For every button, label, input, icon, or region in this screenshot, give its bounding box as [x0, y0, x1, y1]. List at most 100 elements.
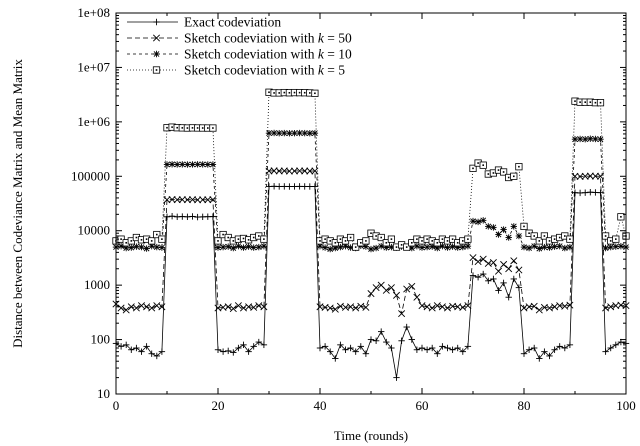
data-point: [306, 167, 314, 175]
data-point: [561, 344, 568, 352]
legend-label: Sketch codeviation with k = 50: [184, 31, 352, 46]
data-point: [617, 213, 625, 221]
data-point: [474, 258, 482, 266]
series-1: [112, 183, 630, 381]
data-point: [331, 239, 339, 247]
data-point: [296, 167, 304, 175]
series-layer: [112, 88, 630, 381]
data-point: [260, 242, 268, 250]
data-point: [275, 167, 283, 175]
data-point: [189, 213, 196, 220]
data-point: [153, 243, 160, 251]
data-point: [173, 196, 181, 204]
data-point: [301, 167, 309, 175]
data-point: [260, 235, 268, 243]
data-point: [551, 243, 558, 250]
data-point: [591, 172, 599, 180]
data-point: [178, 196, 186, 204]
data-point: [158, 235, 166, 243]
data-point: [158, 244, 166, 251]
data-point: [224, 303, 232, 311]
data-point: [485, 277, 492, 285]
data-point: [148, 304, 156, 312]
data-point: [582, 136, 589, 143]
data-point: [433, 239, 441, 247]
data-point: [209, 196, 217, 204]
data-point: [230, 349, 237, 356]
y-axis-label: Distance between Codeviance Matrix and M…: [10, 59, 25, 348]
data-point: [530, 232, 538, 240]
data-point: [209, 124, 217, 132]
data-point: [372, 244, 380, 252]
y-tick-label: 1e+08: [77, 5, 110, 20]
data-point: [260, 341, 268, 349]
data-point: [143, 343, 150, 350]
legend-entry: Sketch codeviation with k = 5: [127, 63, 345, 78]
data-point: [214, 237, 222, 245]
data-point: [311, 89, 319, 97]
data-point: [525, 244, 533, 252]
data-point: [464, 242, 472, 250]
data-point: [179, 161, 186, 168]
data-point: [418, 244, 426, 251]
data-point: [474, 273, 482, 281]
data-point: [342, 346, 349, 353]
x-tick-label: 20: [212, 398, 225, 413]
data-point: [520, 243, 528, 251]
data-point: [194, 196, 202, 204]
data-point: [133, 344, 140, 352]
data-point: [448, 235, 457, 243]
y-tick-label: 10000: [78, 223, 111, 238]
data-point: [454, 344, 461, 352]
data-point: [403, 323, 410, 331]
data-point: [520, 350, 528, 357]
data-point: [143, 245, 150, 252]
data-point: [214, 244, 222, 251]
data-point: [382, 286, 390, 294]
data-point: [163, 213, 171, 221]
data-point: [148, 237, 156, 245]
data-point: [280, 167, 288, 175]
y-tick-label: 100: [91, 332, 111, 347]
data-point: [444, 244, 451, 251]
data-point: [362, 303, 370, 311]
data-point: [290, 167, 299, 175]
data-point: [494, 267, 503, 275]
data-point: [403, 285, 411, 293]
y-tick-label: 1e+07: [77, 59, 110, 74]
data-point: [479, 255, 487, 263]
data-point: [378, 328, 385, 335]
data-point: [235, 344, 242, 352]
legend-label: Sketch codeviation with k = 10: [184, 47, 352, 62]
data-point: [602, 348, 609, 355]
data-point: [367, 245, 375, 253]
data-point: [225, 243, 232, 250]
x-tick-label: 60: [416, 398, 429, 413]
data-point: [536, 355, 543, 362]
data-point: [596, 172, 605, 180]
data-point: [372, 337, 380, 344]
data-point: [541, 348, 548, 355]
data-point: [489, 259, 497, 267]
data-point: [245, 348, 252, 355]
data-point: [388, 344, 395, 352]
x-tick-label: 40: [314, 398, 327, 413]
data-point: [117, 304, 125, 312]
data-point: [500, 279, 507, 287]
data-point: [423, 243, 431, 251]
data-point: [174, 161, 181, 168]
x-tick-label: 80: [518, 398, 531, 413]
data-point: [546, 352, 553, 360]
data-point: [510, 223, 517, 230]
data-point: [183, 196, 191, 204]
data-point: [469, 254, 477, 262]
data-point: [311, 183, 319, 190]
data-point: [566, 301, 574, 309]
data-point: [439, 343, 446, 350]
data-point: [311, 129, 319, 137]
data-point: [515, 232, 523, 240]
data-point: [403, 243, 411, 251]
data-point: [586, 172, 594, 180]
data-point: [449, 346, 456, 353]
